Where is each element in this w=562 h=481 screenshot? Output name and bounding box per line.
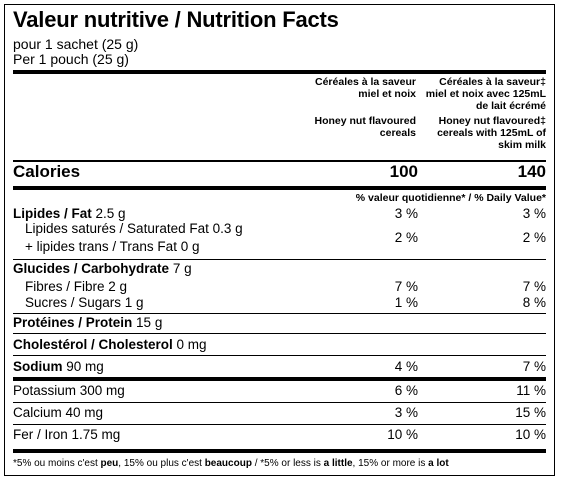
iron-label: Fer / Iron 1.75 mg: [13, 427, 121, 442]
panel-title: Valeur nutritive / Nutrition Facts: [13, 7, 339, 32]
sugars-label: Sucres / Sugars 1 g: [25, 295, 144, 310]
thick-divider: [13, 70, 546, 74]
sugars-col2: 8 %: [522, 295, 546, 310]
fat-col1: 3 %: [394, 206, 418, 221]
fat-amount: 2.5 g: [95, 206, 126, 221]
footnote-part: beaucoup: [204, 458, 252, 469]
fat-row: Lipides / Fat 2.5 g: [13, 206, 126, 221]
protein-row: Protéines / Protein 15 g: [13, 315, 162, 330]
serving-size-en: Per 1 pouch (25 g): [13, 51, 129, 67]
col1-header-fr: Céréales à la saveur miel et noix: [315, 76, 416, 100]
col1-header-en: Honey nut flavoured cereals: [314, 115, 416, 139]
fibre-label: Fibres / Fibre 2 g: [25, 279, 128, 294]
potassium-col2: 11 %: [516, 383, 546, 398]
footnote-part: peu: [100, 458, 119, 469]
sodium-col2: 7 %: [522, 359, 546, 374]
protein-name: Protéines / Protein: [13, 315, 133, 330]
col2-header-en: Honey nut flavoured‡ cereals with 125mL …: [437, 115, 546, 151]
sugars-col1: 1 %: [394, 295, 418, 310]
divider: [13, 355, 546, 356]
divider: [13, 313, 546, 314]
footnote-part: *5% ou moins c'est: [13, 458, 101, 469]
divider: [13, 160, 546, 162]
col2-header-fr: Céréales à la saveur‡ miel et noix avec …: [425, 76, 546, 112]
cholesterol-row: Cholestérol / Cholesterol 0 mg: [13, 337, 207, 352]
serving-size-fr: pour 1 sachet (25 g): [13, 36, 139, 52]
potassium-label: Potassium 300 mg: [13, 383, 125, 398]
footnote: *5% ou moins c'est peu, 15% ou plus c'es…: [13, 458, 449, 469]
carb-row: Glucides / Carbohydrate 7 g: [13, 261, 192, 276]
iron-col2: 10 %: [515, 427, 546, 442]
footnote-part: a little: [323, 458, 353, 469]
cholesterol-amount: 0 mg: [176, 337, 207, 352]
thick-divider: [13, 377, 546, 381]
daily-value-header: % valeur quotidienne* / % Daily Value*: [355, 192, 546, 204]
divider: [13, 402, 546, 403]
saturated-fat-label: Lipides saturés / Saturated Fat 0.3 g: [25, 221, 243, 236]
divider: [13, 333, 546, 334]
cholesterol-name: Cholestérol / Cholesterol: [13, 337, 173, 352]
footnote-part: , 15% ou plus c'est: [118, 458, 205, 469]
nutrition-facts-panel: Valeur nutritive / Nutrition Facts pour …: [4, 4, 555, 476]
sodium-name: Sodium: [13, 359, 63, 374]
fat-name: Lipides / Fat: [13, 206, 92, 221]
footnote-part: / *5% or less is: [251, 458, 324, 469]
sodium-amount: 90 mg: [66, 359, 104, 374]
fibre-col2: 7 %: [522, 279, 546, 294]
potassium-col1: 6 %: [394, 383, 418, 398]
calories-col1: 100: [389, 162, 418, 181]
fat-col2: 3 %: [522, 206, 546, 221]
thick-divider: [13, 449, 546, 453]
calcium-col1: 3 %: [394, 405, 418, 420]
footnote-part: , 15% or more is: [352, 458, 429, 469]
carb-amount: 7 g: [172, 261, 192, 276]
divider: [13, 259, 546, 260]
footnote-part: a lot: [428, 458, 449, 469]
protein-amount: 15 g: [136, 315, 163, 330]
sodium-row: Sodium 90 mg: [13, 359, 104, 374]
trans-fat-label: + lipides trans / Trans Fat 0 g: [25, 239, 200, 254]
thick-divider: [13, 186, 546, 190]
carb-name: Glucides / Carbohydrate: [13, 261, 170, 276]
satfat-col1: 2 %: [394, 230, 418, 245]
fibre-col1: 7 %: [394, 279, 418, 294]
sodium-col1: 4 %: [394, 359, 418, 374]
divider: [13, 424, 546, 425]
calcium-label: Calcium 40 mg: [13, 405, 104, 420]
calories-label: Calories: [13, 162, 81, 181]
satfat-col2: 2 %: [522, 230, 546, 245]
calcium-col2: 15 %: [515, 405, 546, 420]
iron-col1: 10 %: [387, 427, 418, 442]
calories-col2: 140: [517, 162, 546, 181]
